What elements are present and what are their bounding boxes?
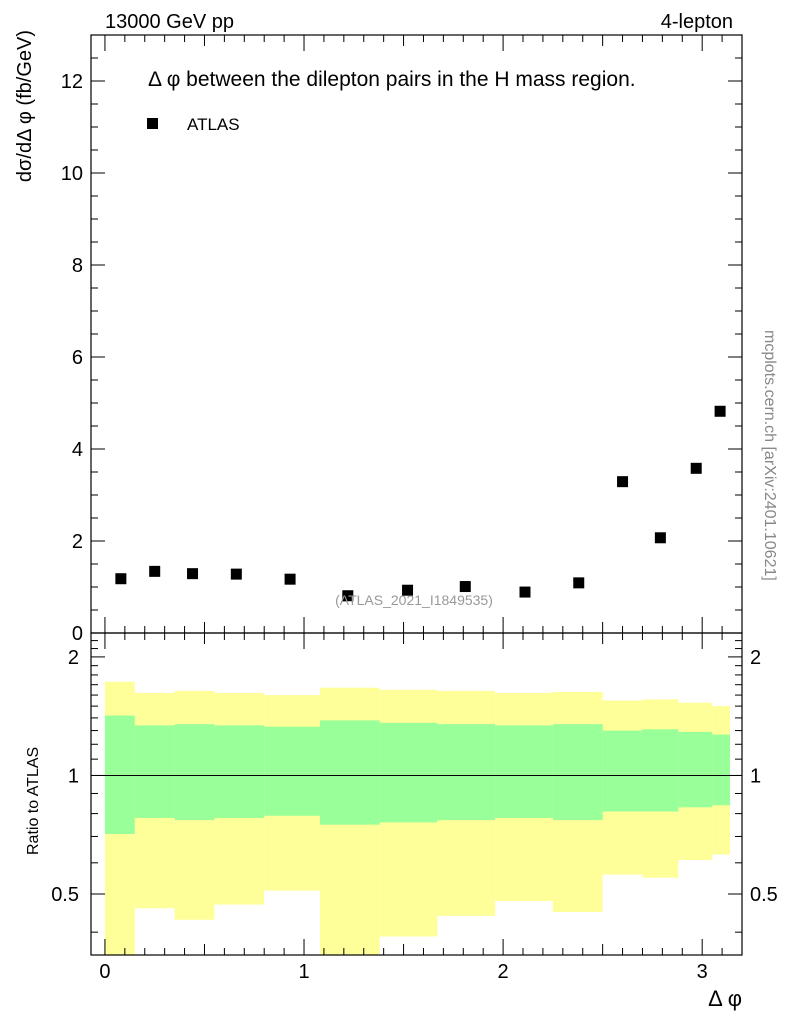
- inner-band-bin: [495, 725, 553, 818]
- inner-band-bin: [214, 725, 265, 818]
- inner-band-bin: [712, 734, 731, 806]
- x-axis-label: Δ φ: [708, 986, 742, 1011]
- x-tick-label: 2: [498, 961, 509, 983]
- x-tick-label: 0: [99, 961, 110, 983]
- main-y-tick-label: 0: [72, 623, 83, 645]
- main-y-tick-label: 2: [72, 531, 83, 553]
- legend-label: ATLAS: [187, 115, 240, 134]
- ratio-y-axis-label: Ratio to ATLAS: [25, 747, 42, 855]
- data-point: [459, 581, 471, 593]
- main-y-tick-label: 12: [61, 71, 83, 93]
- header-left: 13000 GeV pp: [105, 11, 234, 33]
- x-axis-ticks: 0 1 2 3: [99, 35, 743, 983]
- data-point: [230, 568, 242, 580]
- legend-marker: [147, 118, 158, 129]
- ratio-y-ticks: 0.5 0.5 1 1 2 2: [51, 640, 778, 933]
- x-tick-label: 1: [298, 961, 309, 983]
- data-point: [187, 568, 199, 580]
- data-point: [573, 577, 585, 589]
- inner-band-bin: [319, 720, 380, 825]
- inner-band-bin: [642, 729, 679, 812]
- data-point: [284, 573, 296, 585]
- main-panel: (ATLAS_2021_I1849535) Δ φ between the di…: [14, 30, 743, 645]
- data-point: [402, 584, 414, 596]
- main-y-tick-label: 8: [72, 255, 83, 277]
- ratio-bands: [104, 681, 731, 955]
- chart-title: Δ φ between the dilepton pairs in the H …: [148, 68, 636, 91]
- side-label: mcplots.cern.ch [arXiv:2401.10621]: [761, 330, 778, 581]
- ratio-y-tick-label-right: 1: [750, 765, 761, 787]
- inner-band-bin: [678, 731, 713, 808]
- main-y-axis-label: dσ/dΔ φ (fb/GeV): [14, 30, 36, 182]
- data-point: [690, 462, 702, 474]
- ratio-y-tick-label: 0.5: [51, 884, 79, 906]
- data-point: [149, 565, 161, 577]
- data-point: [617, 476, 629, 488]
- watermark: (ATLAS_2021_I1849535): [335, 592, 493, 608]
- inner-band-bin: [437, 724, 496, 821]
- data-point: [115, 573, 127, 585]
- inner-band-bin: [134, 725, 175, 818]
- inner-band-bin: [104, 715, 135, 835]
- inner-band-bin: [264, 726, 320, 816]
- inner-band-bin: [174, 724, 215, 821]
- data-point: [714, 405, 726, 417]
- main-y-tick-label: 4: [72, 439, 83, 461]
- main-y-tick-label: 10: [61, 163, 83, 185]
- main-y-tick-label: 6: [72, 347, 83, 369]
- data-point: [342, 590, 354, 602]
- data-point: [654, 532, 666, 544]
- ratio-y-tick-label: 2: [68, 647, 79, 669]
- ratio-y-tick-label-right: 2: [750, 647, 761, 669]
- inner-band-bin: [552, 724, 603, 821]
- ratio-y-tick-label: 1: [68, 765, 79, 787]
- inner-band-bin: [602, 730, 643, 812]
- ratio-y-tick-label-right: 0.5: [750, 884, 778, 906]
- ratio-frame: [90, 632, 743, 956]
- x-tick-label: 3: [697, 961, 708, 983]
- main-y-ticks: 0 2 4 6 8 10 12: [61, 34, 742, 645]
- data-point: [519, 586, 531, 598]
- inner-band-bin: [379, 722, 438, 823]
- header-right: 4-lepton: [661, 11, 733, 33]
- main-data-points: [115, 405, 726, 602]
